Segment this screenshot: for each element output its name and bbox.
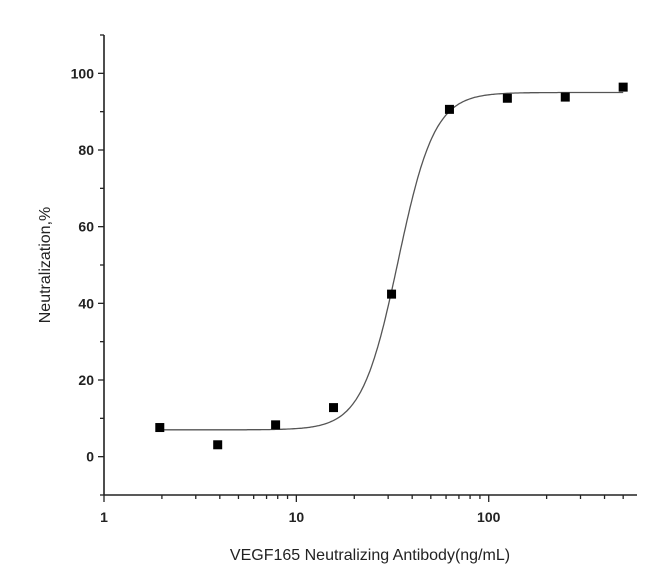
y-axis-title: Neutralization,% — [37, 207, 54, 324]
x-tick-label: 10 — [289, 509, 305, 525]
data-point — [271, 420, 281, 430]
data-point — [329, 403, 339, 413]
y-tick-label: 100 — [71, 65, 95, 81]
axes — [98, 34, 637, 502]
x-tick-label: 1 — [100, 509, 108, 525]
data-point — [213, 440, 223, 450]
data-point — [502, 93, 512, 103]
data-point — [444, 104, 454, 114]
y-tick-label: 20 — [78, 372, 94, 388]
x-tick-labels: 1 10 100 — [100, 509, 501, 525]
data-point — [560, 92, 570, 102]
x-tick-label: 100 — [477, 509, 501, 525]
data-point — [618, 82, 628, 92]
y-tick-label: 40 — [78, 295, 94, 311]
y-tick-labels: 0 20 40 60 80 100 — [71, 65, 95, 464]
y-tick-label: 80 — [78, 142, 94, 158]
fit-curve — [159, 91, 624, 431]
y-tick-label: 60 — [78, 219, 94, 235]
y-tick-label: 0 — [86, 449, 94, 465]
data-points — [155, 82, 628, 450]
data-point — [387, 289, 397, 299]
x-axis-title: VEGF165 Neutralizing Antibody(ng/mL) — [230, 547, 510, 564]
data-point — [155, 423, 165, 433]
